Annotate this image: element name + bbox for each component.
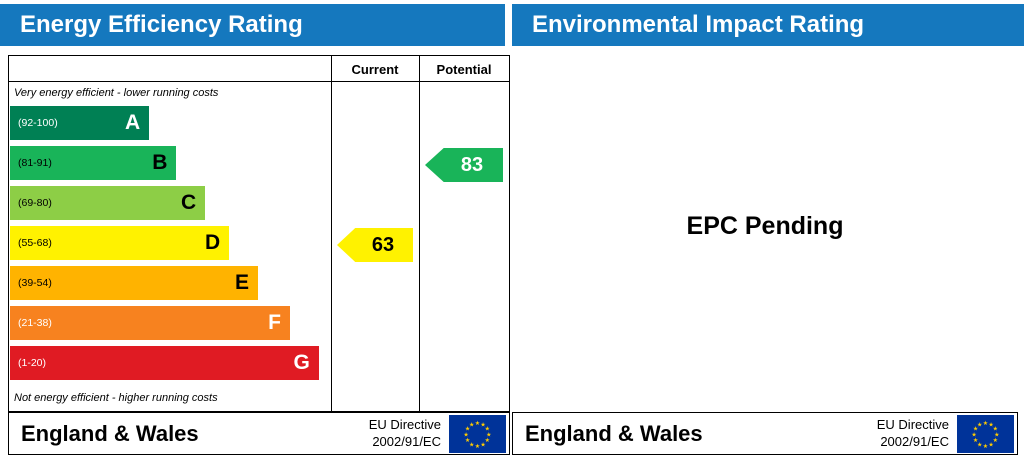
chart-column-header-row — [9, 56, 509, 82]
svg-text:★: ★ — [988, 441, 994, 448]
footer-left: England & Wales EU Directive 2002/91/EC … — [8, 412, 510, 455]
band-a-letter: A — [125, 111, 141, 134]
rating-bands: (92-100) A (81-91) B (69-80) C (55-68) D… — [10, 106, 330, 386]
svg-text:★: ★ — [465, 425, 471, 432]
svg-text:★: ★ — [977, 421, 983, 428]
svg-text:★: ★ — [973, 425, 979, 432]
band-f: (21-38) F — [10, 306, 290, 340]
svg-text:★: ★ — [983, 442, 989, 449]
svg-text:★: ★ — [485, 437, 491, 444]
eu-directive-label: EU Directive 2002/91/EC — [369, 417, 441, 450]
band-e-letter: E — [234, 271, 249, 294]
column-header-current: Current — [351, 61, 399, 77]
potential-column-separator — [419, 56, 420, 411]
svg-text:★: ★ — [485, 425, 491, 432]
bottom-note: Not energy efficient - higher running co… — [14, 392, 218, 404]
current-arrow: 63 — [337, 228, 413, 262]
eu-directive-line2-right: 2002/91/EC — [880, 433, 949, 449]
svg-text:★: ★ — [973, 437, 979, 444]
band-c-letter: C — [181, 191, 197, 214]
potential-value: 83 — [460, 153, 484, 176]
environmental-header-bar: Environmental Impact Rating — [512, 4, 1024, 46]
region-label: England & Wales — [21, 420, 199, 446]
region-label-right: England & Wales — [525, 420, 703, 446]
band-d-letter: D — [205, 231, 221, 254]
band-b: (81-91) B — [10, 146, 177, 180]
footer-right: England & Wales EU Directive 2002/91/EC … — [512, 412, 1018, 455]
band-a-range: (92-100) — [18, 117, 58, 129]
svg-text:★: ★ — [469, 421, 475, 428]
epc-pending-message: EPC Pending — [686, 212, 844, 240]
svg-text:★: ★ — [971, 431, 977, 438]
svg-text:★: ★ — [475, 419, 481, 426]
potential-arrow: 83 — [425, 148, 503, 182]
environmental-rating-title: Environmental Impact Rating — [532, 11, 865, 38]
svg-text:★: ★ — [465, 437, 471, 444]
svg-text:★: ★ — [480, 441, 486, 448]
band-d-range: (55-68) — [18, 237, 52, 249]
svg-text:★: ★ — [977, 441, 983, 448]
eu-directive-line1-right: EU Directive — [876, 417, 949, 433]
band-g-range: (1-20) — [18, 357, 47, 369]
energy-efficiency-chart: Current Potential Very energy efficient … — [8, 55, 510, 412]
svg-text:★: ★ — [475, 442, 481, 449]
band-b-letter: B — [152, 151, 168, 174]
svg-text:★: ★ — [469, 441, 475, 448]
band-g-letter: G — [293, 351, 310, 374]
svg-text:★: ★ — [486, 431, 492, 438]
band-d: (55-68) D — [10, 226, 230, 260]
band-f-letter: F — [268, 311, 281, 334]
eu-directive-label-right: EU Directive 2002/91/EC — [877, 417, 949, 450]
eu-directive-line1: EU Directive — [368, 417, 441, 433]
energy-header-bar: Energy Efficiency Rating — [0, 4, 505, 46]
band-c-range: (69-80) — [18, 197, 52, 209]
current-value: 63 — [371, 233, 395, 256]
band-f-range: (21-38) — [18, 317, 52, 329]
band-g: (1-20) G — [10, 346, 319, 380]
svg-text:★: ★ — [988, 421, 994, 428]
svg-text:★: ★ — [983, 419, 989, 426]
top-note: Very energy efficient - lower running co… — [14, 87, 219, 99]
current-column-separator — [331, 56, 332, 411]
svg-text:★: ★ — [463, 431, 469, 438]
energy-rating-title: Energy Efficiency Rating — [20, 11, 303, 38]
svg-text:★: ★ — [994, 431, 1000, 438]
band-e-range: (39-54) — [18, 277, 52, 289]
svg-text:★: ★ — [993, 425, 999, 432]
column-header-potential: Potential — [436, 61, 492, 77]
band-b-range: (81-91) — [18, 157, 52, 169]
eu-flag-icon-right: ★ ★ ★★ ★★ ★★ ★★ ★★ — [957, 414, 1014, 453]
eu-directive-line2: 2002/91/EC — [372, 433, 441, 449]
eu-flag-icon: ★ ★ ★★ ★★ ★★ ★★ ★★ — [449, 414, 506, 453]
svg-text:★: ★ — [993, 437, 999, 444]
band-c: (69-80) C — [10, 186, 206, 220]
band-a: (92-100) A — [10, 106, 150, 140]
svg-text:★: ★ — [480, 421, 486, 428]
band-e: (39-54) E — [10, 266, 258, 300]
